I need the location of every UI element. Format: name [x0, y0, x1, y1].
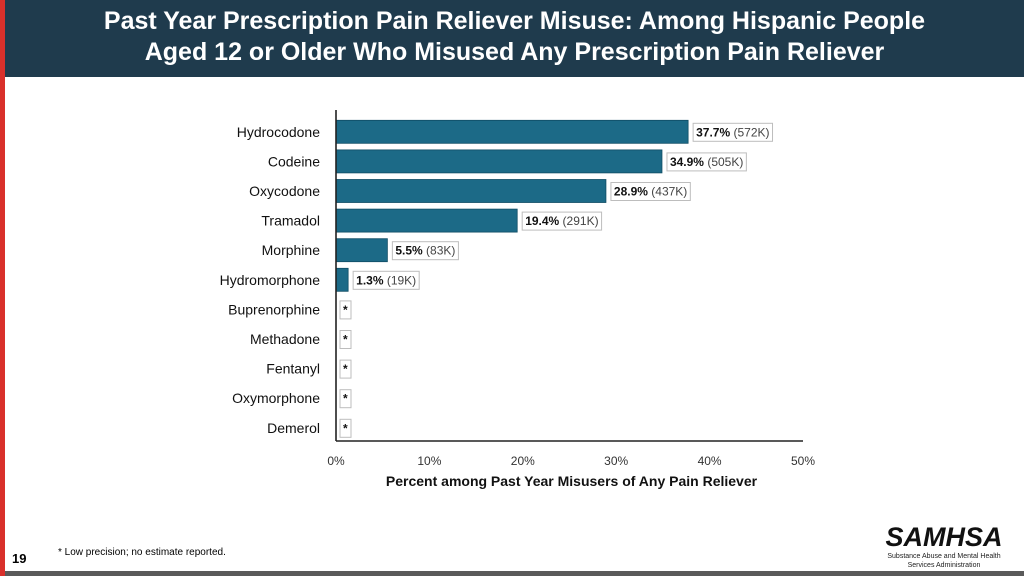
- data-label-text: *: [343, 362, 348, 376]
- category-label: Morphine: [262, 242, 321, 258]
- data-label-box: [666, 152, 747, 172]
- category-label: Demerol: [267, 420, 320, 436]
- footnote: * Low precision; no estimate reported.: [58, 547, 226, 558]
- bar: [335, 208, 518, 233]
- samhsa-logo: SAMHSA Substance Abuse and Mental Health…: [874, 522, 1014, 570]
- page-number: 19: [12, 551, 27, 566]
- category-label: Buprenorphine: [228, 301, 320, 317]
- data-label: *: [339, 359, 352, 379]
- data-label: 5.5% (83K): [391, 241, 459, 261]
- x-tick-label: 50%: [791, 454, 815, 468]
- data-label: 37.7% (572K): [692, 122, 774, 142]
- category-label: Oxymorphone: [232, 390, 320, 406]
- x-tick-label: 20%: [511, 454, 535, 468]
- x-tick-label: 0%: [327, 454, 345, 468]
- title-line-1: Past Year Prescription Pain Reliever Mis…: [103, 7, 926, 35]
- data-label: *: [339, 330, 352, 349]
- x-tick-label: 10%: [417, 454, 441, 468]
- data-label-text: 37.7% (572K): [696, 125, 769, 139]
- data-label: *: [339, 389, 352, 409]
- category-label: Tramadol: [261, 213, 320, 229]
- data-label-box: [339, 359, 352, 379]
- data-label: 28.9% (437K): [610, 182, 691, 201]
- x-axis-title: Percent among Past Year Misusers of Any …: [386, 473, 758, 489]
- category-label: Methadone: [250, 331, 320, 347]
- data-label-box: [352, 270, 420, 290]
- data-label-box: [610, 182, 691, 201]
- category-label: Hydromorphone: [220, 272, 321, 288]
- data-label-box: [521, 211, 603, 231]
- bottom-rule: [5, 571, 1024, 576]
- category-label: Fentanyl: [266, 361, 320, 377]
- x-tick-label: 40%: [698, 454, 722, 468]
- data-label-text: 34.9% (505K): [670, 155, 743, 169]
- data-label-box: [339, 418, 352, 438]
- data-label-text: *: [343, 333, 348, 347]
- data-label-text: 28.9% (437K): [614, 185, 687, 199]
- data-label-text: *: [343, 303, 348, 317]
- data-label: 1.3% (19K): [352, 270, 420, 290]
- data-label: 34.9% (505K): [666, 152, 747, 172]
- data-label: 19.4% (291K): [521, 211, 603, 231]
- accent-left-bar: [0, 0, 5, 576]
- data-label-text: 5.5% (83K): [395, 244, 455, 258]
- logo-subtitle-1: Substance Abuse and Mental Health: [887, 553, 1001, 560]
- data-label-box: [339, 330, 352, 349]
- data-label-text: 1.3% (19K): [356, 273, 416, 287]
- data-label: *: [339, 418, 352, 438]
- title-line-2: Aged 12 or Older Who Misused Any Prescri…: [144, 38, 885, 66]
- bar: [335, 119, 689, 144]
- data-label: *: [339, 300, 352, 320]
- x-tick-label: 30%: [604, 454, 628, 468]
- category-label: Codeine: [268, 153, 320, 169]
- page-title: Past Year Prescription Pain Reliever Mis…: [5, 6, 1024, 68]
- data-label-text: *: [343, 421, 348, 435]
- data-label-text: *: [343, 392, 348, 406]
- data-label-box: [339, 389, 352, 409]
- bar: [335, 179, 607, 203]
- bar: [335, 267, 349, 292]
- title-banner: Past Year Prescription Pain Reliever Mis…: [5, 0, 1024, 77]
- logo-subtitle-2: Services Administration: [907, 562, 981, 569]
- data-label-box: [391, 241, 459, 261]
- category-label: Hydrocodone: [237, 124, 320, 140]
- data-label-text: 19.4% (291K): [525, 214, 598, 228]
- data-label-box: [339, 300, 352, 320]
- category-label: Oxycodone: [249, 183, 320, 199]
- data-label-box: [692, 122, 774, 142]
- bar: [335, 149, 663, 174]
- bar: [335, 238, 388, 263]
- logo-wordmark: SAMHSA: [885, 522, 1003, 552]
